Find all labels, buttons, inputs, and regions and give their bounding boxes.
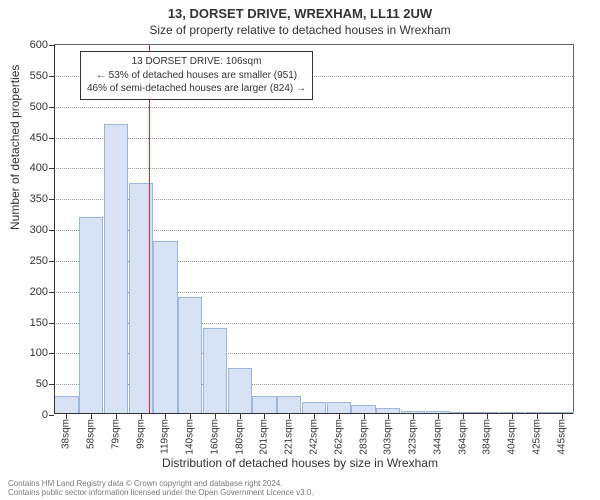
xtick-label: 38sqm	[61, 419, 72, 449]
ytick-label: 200	[30, 286, 48, 298]
histogram-bar	[79, 217, 103, 414]
xtick-label: 364sqm	[457, 419, 468, 455]
reference-line	[149, 45, 150, 414]
annotation-line: 13 DORSET DRIVE: 106sqm	[87, 55, 306, 69]
y-axis-label: Number of detached properties	[8, 65, 22, 230]
footer-line: Contains public sector information licen…	[8, 488, 314, 498]
gridline-h	[54, 138, 573, 139]
xtick-label: 283sqm	[358, 419, 369, 455]
xtick-label: 323sqm	[408, 419, 419, 455]
ytick-label: 100	[30, 347, 48, 359]
xtick-label: 242sqm	[309, 419, 320, 455]
footer-line: Contains HM Land Registry data © Crown c…	[8, 479, 314, 489]
x-axis-label: Distribution of detached houses by size …	[0, 456, 600, 470]
xtick-label: 58sqm	[86, 419, 97, 449]
xtick-label: 262sqm	[333, 419, 344, 455]
histogram-bar	[252, 396, 276, 415]
ytick-label: 300	[30, 224, 48, 236]
xtick-label: 221sqm	[284, 419, 295, 455]
xtick-label: 119sqm	[160, 419, 171, 454]
histogram-bar	[153, 241, 177, 414]
histogram-bar	[104, 124, 128, 414]
ytick-label: 250	[30, 255, 48, 267]
annotation-line: ← 53% of detached houses are smaller (95…	[87, 69, 306, 83]
ytick-label: 350	[30, 193, 48, 205]
xtick-label: 384sqm	[482, 419, 493, 455]
ytick-label: 0	[42, 409, 48, 421]
histogram-bar	[203, 328, 227, 414]
chart-plot-area: 05010015020025030035040045050055060038sq…	[54, 44, 574, 414]
ytick-label: 400	[30, 162, 48, 174]
xtick-label: 445sqm	[556, 419, 567, 455]
xtick-label: 99sqm	[135, 419, 146, 449]
histogram-bar	[54, 396, 78, 415]
y-axis-line	[54, 45, 55, 414]
ytick-label: 50	[36, 378, 48, 390]
xtick-label: 79sqm	[110, 419, 121, 449]
footer-attribution: Contains HM Land Registry data © Crown c…	[8, 479, 314, 498]
xtick-label: 425sqm	[531, 419, 542, 455]
histogram-bar	[228, 368, 252, 414]
gridline-h	[54, 168, 573, 169]
xtick-label: 140sqm	[185, 419, 196, 455]
annotation-box: 13 DORSET DRIVE: 106sqm ← 53% of detache…	[80, 51, 313, 100]
xtick-label: 201sqm	[259, 419, 270, 455]
xtick-label: 180sqm	[234, 419, 245, 455]
xtick-label: 404sqm	[507, 419, 518, 455]
ytick-label: 150	[30, 317, 48, 329]
xtick-label: 160sqm	[209, 419, 220, 455]
annotation-line: 46% of semi-detached houses are larger (…	[87, 82, 306, 96]
ytick-label: 600	[30, 39, 48, 51]
histogram-bar	[277, 396, 301, 415]
ytick-label: 450	[30, 132, 48, 144]
ytick-mark	[49, 415, 54, 416]
histogram-bar	[178, 297, 202, 414]
xtick-label: 303sqm	[383, 419, 394, 455]
page-subtitle: Size of property relative to detached ho…	[0, 21, 600, 41]
gridline-h	[54, 107, 573, 108]
ytick-label: 550	[30, 70, 48, 82]
page-title: 13, DORSET DRIVE, WREXHAM, LL11 2UW	[0, 0, 600, 21]
ytick-label: 500	[30, 101, 48, 113]
xtick-label: 344sqm	[432, 419, 443, 455]
x-axis-line	[54, 413, 573, 414]
